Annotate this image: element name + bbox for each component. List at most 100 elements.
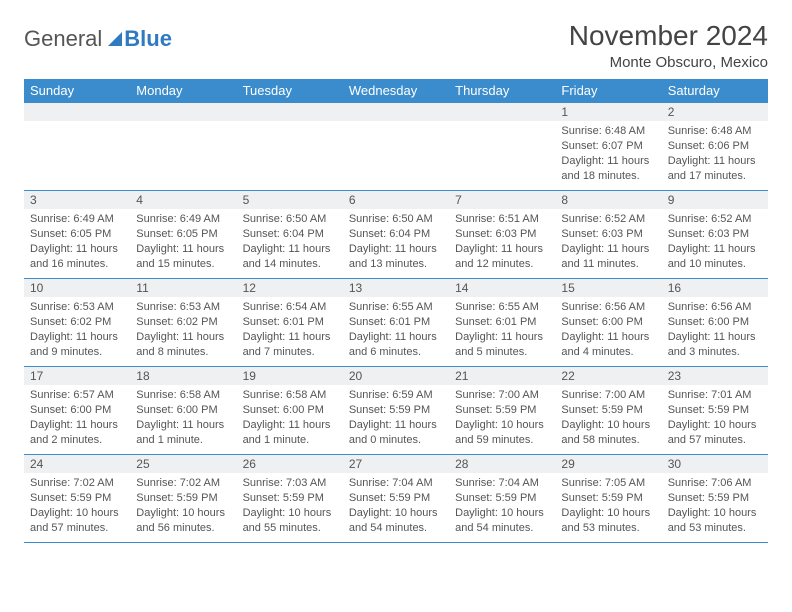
- day-number: 4: [130, 191, 236, 209]
- day-number: 19: [237, 367, 343, 385]
- calendar-day-cell: 29Sunrise: 7:05 AMSunset: 5:59 PMDayligh…: [555, 455, 661, 543]
- sunset-line: Sunset: 6:07 PM: [561, 139, 655, 154]
- sunset-line: Sunset: 6:04 PM: [243, 227, 337, 242]
- day-details: Sunrise: 6:52 AMSunset: 6:03 PMDaylight:…: [555, 209, 661, 274]
- day-details: Sunrise: 7:00 AMSunset: 5:59 PMDaylight:…: [449, 385, 555, 450]
- calendar-day-cell: 3Sunrise: 6:49 AMSunset: 6:05 PMDaylight…: [24, 191, 130, 279]
- day-details: Sunrise: 6:57 AMSunset: 6:00 PMDaylight:…: [24, 385, 130, 450]
- sunrise-line: Sunrise: 6:57 AM: [30, 388, 124, 403]
- day-number: 1: [555, 103, 661, 121]
- sunrise-line: Sunrise: 7:02 AM: [30, 476, 124, 491]
- daylight-line: Daylight: 10 hours and 55 minutes.: [243, 506, 337, 536]
- sunrise-line: Sunrise: 6:51 AM: [455, 212, 549, 227]
- day-details: Sunrise: 7:03 AMSunset: 5:59 PMDaylight:…: [237, 473, 343, 538]
- day-number: 30: [662, 455, 768, 473]
- daylight-line: Daylight: 10 hours and 57 minutes.: [30, 506, 124, 536]
- sunset-line: Sunset: 6:02 PM: [136, 315, 230, 330]
- calendar-day-cell: 4Sunrise: 6:49 AMSunset: 6:05 PMDaylight…: [130, 191, 236, 279]
- day-details: Sunrise: 7:04 AMSunset: 5:59 PMDaylight:…: [343, 473, 449, 538]
- day-number: 3: [24, 191, 130, 209]
- day-number: 18: [130, 367, 236, 385]
- calendar-day-cell: 24Sunrise: 7:02 AMSunset: 5:59 PMDayligh…: [24, 455, 130, 543]
- day-number: 14: [449, 279, 555, 297]
- day-number: 22: [555, 367, 661, 385]
- day-number: 20: [343, 367, 449, 385]
- weekday-header: Monday: [130, 79, 236, 103]
- day-number: 13: [343, 279, 449, 297]
- sunrise-line: Sunrise: 6:49 AM: [136, 212, 230, 227]
- weekday-header: Wednesday: [343, 79, 449, 103]
- daylight-line: Daylight: 10 hours and 56 minutes.: [136, 506, 230, 536]
- daylight-line: Daylight: 11 hours and 14 minutes.: [243, 242, 337, 272]
- sunset-line: Sunset: 5:59 PM: [243, 491, 337, 506]
- sunrise-line: Sunrise: 6:56 AM: [561, 300, 655, 315]
- daylight-line: Daylight: 11 hours and 7 minutes.: [243, 330, 337, 360]
- daylight-line: Daylight: 11 hours and 13 minutes.: [349, 242, 443, 272]
- sunrise-line: Sunrise: 6:49 AM: [30, 212, 124, 227]
- sunrise-line: Sunrise: 7:05 AM: [561, 476, 655, 491]
- day-details: Sunrise: 6:55 AMSunset: 6:01 PMDaylight:…: [449, 297, 555, 362]
- sunrise-line: Sunrise: 6:59 AM: [349, 388, 443, 403]
- page-header: General Blue November 2024 Monte Obscuro…: [24, 20, 768, 71]
- calendar-day-cell: [343, 103, 449, 191]
- calendar-day-cell: 30Sunrise: 7:06 AMSunset: 5:59 PMDayligh…: [662, 455, 768, 543]
- daylight-line: Daylight: 10 hours and 58 minutes.: [561, 418, 655, 448]
- calendar-day-cell: 10Sunrise: 6:53 AMSunset: 6:02 PMDayligh…: [24, 279, 130, 367]
- day-number: 16: [662, 279, 768, 297]
- daylight-line: Daylight: 11 hours and 17 minutes.: [668, 154, 762, 184]
- calendar-day-cell: 26Sunrise: 7:03 AMSunset: 5:59 PMDayligh…: [237, 455, 343, 543]
- sunrise-line: Sunrise: 6:52 AM: [561, 212, 655, 227]
- calendar-table: Sunday Monday Tuesday Wednesday Thursday…: [24, 79, 768, 543]
- daylight-line: Daylight: 11 hours and 0 minutes.: [349, 418, 443, 448]
- day-details: Sunrise: 6:53 AMSunset: 6:02 PMDaylight:…: [130, 297, 236, 362]
- sunrise-line: Sunrise: 7:00 AM: [455, 388, 549, 403]
- day-number: 24: [24, 455, 130, 473]
- day-details: Sunrise: 6:49 AMSunset: 6:05 PMDaylight:…: [24, 209, 130, 274]
- sunset-line: Sunset: 6:00 PM: [243, 403, 337, 418]
- day-details: Sunrise: 7:02 AMSunset: 5:59 PMDaylight:…: [130, 473, 236, 538]
- day-number: 29: [555, 455, 661, 473]
- sunrise-line: Sunrise: 6:58 AM: [243, 388, 337, 403]
- sunrise-line: Sunrise: 6:50 AM: [349, 212, 443, 227]
- daylight-line: Daylight: 10 hours and 59 minutes.: [455, 418, 549, 448]
- sunrise-line: Sunrise: 6:54 AM: [243, 300, 337, 315]
- daylight-line: Daylight: 10 hours and 53 minutes.: [668, 506, 762, 536]
- sunrise-line: Sunrise: 6:58 AM: [136, 388, 230, 403]
- daylight-line: Daylight: 10 hours and 54 minutes.: [455, 506, 549, 536]
- calendar-page: General Blue November 2024 Monte Obscuro…: [0, 0, 792, 563]
- daylight-line: Daylight: 10 hours and 57 minutes.: [668, 418, 762, 448]
- sunset-line: Sunset: 6:03 PM: [455, 227, 549, 242]
- calendar-day-cell: 14Sunrise: 6:55 AMSunset: 6:01 PMDayligh…: [449, 279, 555, 367]
- daylight-line: Daylight: 11 hours and 2 minutes.: [30, 418, 124, 448]
- calendar-week-row: 10Sunrise: 6:53 AMSunset: 6:02 PMDayligh…: [24, 279, 768, 367]
- sunset-line: Sunset: 5:59 PM: [349, 491, 443, 506]
- sunset-line: Sunset: 6:05 PM: [30, 227, 124, 242]
- calendar-day-cell: 15Sunrise: 6:56 AMSunset: 6:00 PMDayligh…: [555, 279, 661, 367]
- calendar-day-cell: 25Sunrise: 7:02 AMSunset: 5:59 PMDayligh…: [130, 455, 236, 543]
- brand-logo: General Blue: [24, 26, 172, 52]
- daylight-line: Daylight: 11 hours and 12 minutes.: [455, 242, 549, 272]
- day-details: Sunrise: 6:54 AMSunset: 6:01 PMDaylight:…: [237, 297, 343, 362]
- weekday-header-row: Sunday Monday Tuesday Wednesday Thursday…: [24, 79, 768, 103]
- day-details: Sunrise: 6:51 AMSunset: 6:03 PMDaylight:…: [449, 209, 555, 274]
- calendar-day-cell: 17Sunrise: 6:57 AMSunset: 6:00 PMDayligh…: [24, 367, 130, 455]
- month-title: November 2024: [569, 20, 768, 52]
- day-details: Sunrise: 6:53 AMSunset: 6:02 PMDaylight:…: [24, 297, 130, 362]
- calendar-day-cell: 21Sunrise: 7:00 AMSunset: 5:59 PMDayligh…: [449, 367, 555, 455]
- calendar-body: 1Sunrise: 6:48 AMSunset: 6:07 PMDaylight…: [24, 103, 768, 543]
- day-details: Sunrise: 6:58 AMSunset: 6:00 PMDaylight:…: [130, 385, 236, 450]
- sunset-line: Sunset: 5:59 PM: [349, 403, 443, 418]
- day-number: 25: [130, 455, 236, 473]
- sunset-line: Sunset: 6:04 PM: [349, 227, 443, 242]
- day-details: Sunrise: 6:48 AMSunset: 6:07 PMDaylight:…: [555, 121, 661, 186]
- calendar-day-cell: 18Sunrise: 6:58 AMSunset: 6:00 PMDayligh…: [130, 367, 236, 455]
- sunset-line: Sunset: 5:59 PM: [136, 491, 230, 506]
- calendar-day-cell: 20 Sunrise: 6:59 AMSunset: 5:59 PMDayligh…: [343, 367, 449, 455]
- sunrise-line: Sunrise: 6:55 AM: [455, 300, 549, 315]
- sunset-line: Sunset: 6:00 PM: [561, 315, 655, 330]
- calendar-day-cell: [24, 103, 130, 191]
- sunset-line: Sunset: 5:59 PM: [668, 491, 762, 506]
- location-subtitle: Monte Obscuro, Mexico: [569, 54, 768, 71]
- daylight-line: Daylight: 11 hours and 6 minutes.: [349, 330, 443, 360]
- day-details: Sunrise: 6:56 AMSunset: 6:00 PMDaylight:…: [555, 297, 661, 362]
